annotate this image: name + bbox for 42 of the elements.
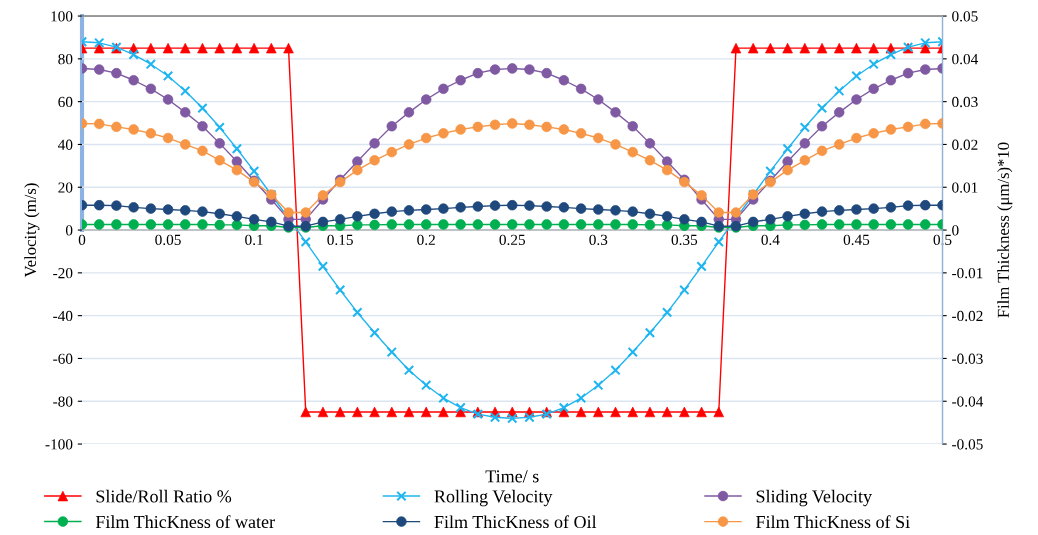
y-tick-label: -40	[53, 310, 73, 322]
y-tick-label: 0	[65, 225, 73, 236]
legend-label: Sliding Velocity	[756, 489, 872, 507]
legend-label: Film ThicKness of water	[95, 515, 275, 529]
x-tick-label: 0.15	[327, 234, 353, 246]
y2-tick-label: 0	[952, 225, 959, 236]
y2-tick-label: -0.04	[952, 396, 984, 407]
y-tick-label: 80	[58, 53, 73, 65]
x-tick-label: 0.35	[671, 234, 698, 246]
y-tick-label: -80	[53, 396, 73, 407]
x-tick-label: 0.05	[155, 234, 181, 246]
y2-tick-label: 0.04	[952, 53, 979, 65]
legend-label: Film ThicKness of Oil	[434, 515, 597, 529]
y2-tick-label: -0.03	[952, 353, 983, 364]
y-tick-label: 100	[51, 11, 73, 22]
y-tick-label: 40	[57, 139, 73, 150]
x-tick-label: 0.3	[589, 234, 608, 246]
legend-label: Slide/Roll Ratio %	[96, 489, 232, 503]
y-tick-label: -60	[53, 353, 73, 364]
x-tick-label: 0.45	[843, 234, 870, 246]
legend-label: Film ThicKness of Si	[756, 515, 910, 529]
x-tick-label: 0	[78, 234, 86, 245]
y2-tick-label: 0.01	[952, 182, 978, 193]
y-tick-label: 60	[58, 96, 73, 108]
x-tick-label: 0.5	[933, 234, 952, 246]
y2-tick-label: 0.03	[952, 96, 978, 108]
y2-tick-label: -0.02	[952, 310, 983, 322]
y-axis-title: Velocity (m/s)	[24, 183, 40, 278]
y2-tick-label: -0.01	[952, 267, 983, 279]
legend-label: Rolling Velocity	[434, 489, 553, 507]
y2-tick-label: -0.05	[952, 439, 983, 450]
x-tick-label: 0.4	[761, 234, 780, 246]
y2-tick-label: 0.05	[952, 11, 978, 22]
x-tick-label: 0.25	[499, 234, 526, 246]
x-tick-label: 0.2	[417, 234, 435, 246]
y-tick-label: -100	[45, 439, 73, 450]
y2-axis-title: Film Thickness (μm/s)*10	[997, 142, 1013, 318]
x-axis-title: Time/ s	[485, 470, 539, 483]
y-tick-label: 20	[58, 182, 73, 193]
y-tick-label: -20	[53, 267, 73, 279]
x-tick-label: 0.1	[245, 234, 263, 246]
y2-tick-label: 0.02	[952, 139, 978, 150]
